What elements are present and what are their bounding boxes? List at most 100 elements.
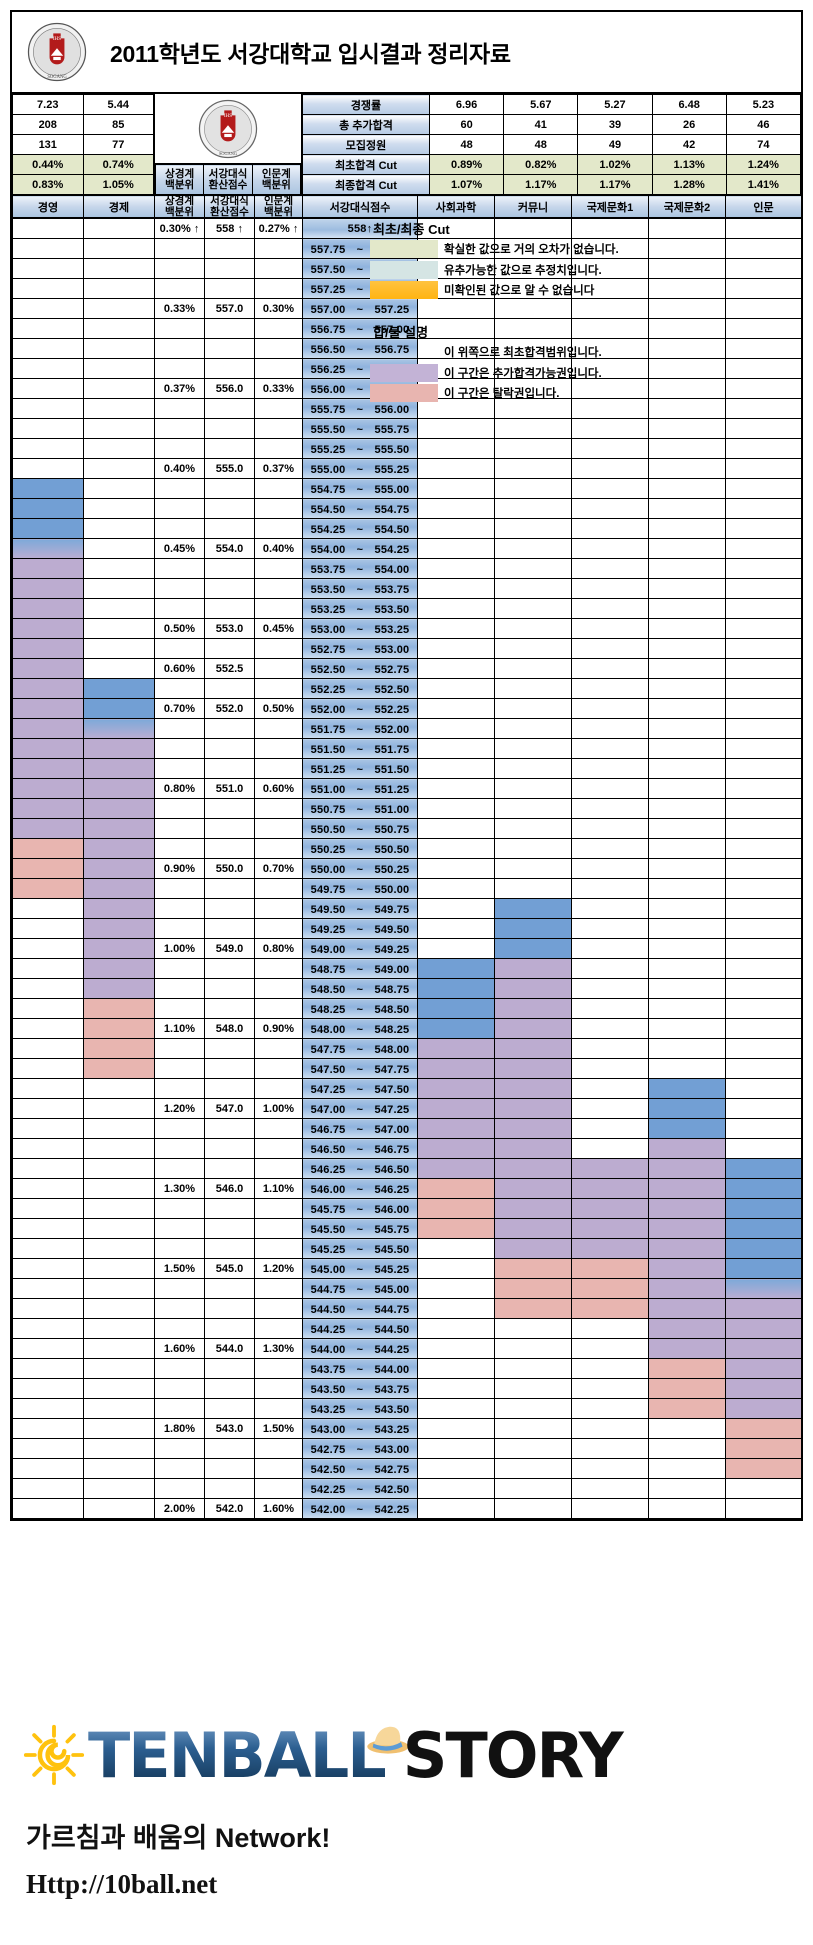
dept-fill-cell-2 [571,1438,649,1460]
dept-fill-cell-1 [494,1318,572,1340]
dept-fill-cell-2 [571,658,649,680]
dept-header-3: 국제문화2 [648,194,726,219]
bar-cell-gyeongje [83,1018,155,1040]
bar-cell-gyeongje [83,1118,155,1140]
score-value [204,638,255,660]
dept-fill-cell-4 [725,878,802,900]
bar-cell-gyeongje [83,1038,155,1060]
table-row: 549.50 ~ 549.75 [12,898,802,920]
pct-sangkyung: 0.80% [154,778,205,800]
bar-cell-gyeongyeong [12,1318,84,1340]
dept-fill-cell-1 [494,1158,572,1180]
score-value: 547.0 [204,1098,255,1120]
bar-cell-gyeongyeong [12,338,84,360]
dept-fill-cell-0 [417,898,495,920]
bar-cell-gyeongyeong [12,1458,84,1480]
pct-inmun [254,758,303,780]
dept-header-score-range: 서강대식점수 [302,194,418,219]
svg-text:IHS: IHS [224,114,232,119]
score-value: 552.0 [204,698,255,720]
dept-fill-cell-4 [725,1218,802,1240]
dept-fill-cell-0 [417,1118,495,1140]
score-range-band: 544.50 ~ 544.75 [302,1298,418,1320]
score-value [204,878,255,900]
pct-inmun: 0.33% [254,378,303,400]
dept-fill-cell-1 [494,558,572,580]
summary-cell: 46 [725,114,802,135]
table-row: 548.75 ~ 549.00 [12,958,802,980]
bar-cell-gyeongje [83,1198,155,1220]
dept-fill-cell-3 [648,418,726,440]
left-stats-block: 7.23 5.44 208 85 131 77 0.44% 0.74% 0.83% 1.05% [12,94,154,195]
dept-fill-cell-1 [494,1278,572,1300]
dept-fill-cell-2 [571,798,649,820]
dept-fill-cell-1 [494,658,572,680]
dept-fill-cell-3 [648,1158,726,1180]
pct-inmun [254,518,303,540]
dept-fill-cell-1 [494,1478,572,1500]
mid-header-sangkyung: 상경계 백분위 [154,164,205,195]
dept-fill-cell-1 [494,218,572,240]
table-row: 554.75 ~ 555.00 [12,478,802,500]
table-row: 551.75 ~ 552.00 [12,718,802,740]
svg-text:IHS: IHS [53,37,61,42]
dept-fill-cell-0 [417,1038,495,1060]
dept-fill-cell-1 [494,718,572,740]
dept-fill-cell-1 [494,1058,572,1080]
dept-fill-cell-4 [725,618,802,640]
bar-cell-gyeongyeong [12,938,84,960]
pct-inmun [254,998,303,1020]
dept-fill-cell-3 [648,498,726,520]
pct-inmun: 0.40% [254,538,303,560]
dept-fill-cell-3 [648,458,726,480]
dept-fill-cell-4 [725,398,802,420]
swatch-blank [370,343,438,361]
bar-cell-gyeongje [83,1358,155,1380]
sogang-crest-small-icon: IHS SOGANG [198,99,258,158]
dept-fill-cell-2 [571,1158,649,1180]
dept-fill-cell-0 [417,1498,495,1520]
dept-fill-cell-3 [648,1218,726,1240]
dept-fill-cell-1 [494,798,572,820]
dept-fill-cell-4 [725,658,802,680]
dept-fill-cell-3 [648,978,726,1000]
score-range-band: 549.00 ~ 549.25 [302,938,418,960]
pct-inmun [254,1038,303,1060]
summary-cell: 1.24% [725,154,802,175]
score-value [204,1118,255,1140]
score-value [204,598,255,620]
pct-inmun: 0.45% [254,618,303,640]
bar-cell-gyeongje [83,1478,155,1500]
pct-inmun [254,798,303,820]
dept-fill-cell-2 [571,1318,649,1340]
score-value [204,338,255,360]
bar-cell-gyeongje [83,258,155,280]
dept-fill-cell-2 [571,1398,649,1420]
bar-cell-gyeongje [83,558,155,580]
dept-fill-cell-1 [494,298,572,320]
pct-sangkyung [154,798,205,820]
dept-fill-cell-2 [571,298,649,320]
pct-sangkyung [154,418,205,440]
dept-fill-cell-4 [725,1338,802,1360]
bar-cell-gyeongyeong [12,1438,84,1460]
score-value [204,578,255,600]
dept-fill-cell-1 [494,1398,572,1420]
bar-cell-gyeongyeong [12,1238,84,1260]
dept-fill-cell-3 [648,818,726,840]
pct-inmun [254,1458,303,1480]
score-value: 549.0 [204,938,255,960]
dept-fill-cell-1 [494,1178,572,1200]
bar-cell-gyeongyeong [12,1098,84,1120]
dept-fill-cell-1 [494,958,572,980]
table-row: 553.25 ~ 553.50 [12,598,802,620]
bar-cell-gyeongyeong [12,1298,84,1320]
bar-cell-gyeongje [83,1398,155,1420]
pct-inmun [254,838,303,860]
left-stats-cell: 85 [82,114,154,135]
pct-sangkyung: 0.30% ↑ [154,218,205,240]
bar-cell-gyeongyeong [12,318,84,340]
bar-cell-gyeongje [83,218,155,240]
dept-fill-cell-2 [571,738,649,760]
dept-fill-cell-3 [648,898,726,920]
